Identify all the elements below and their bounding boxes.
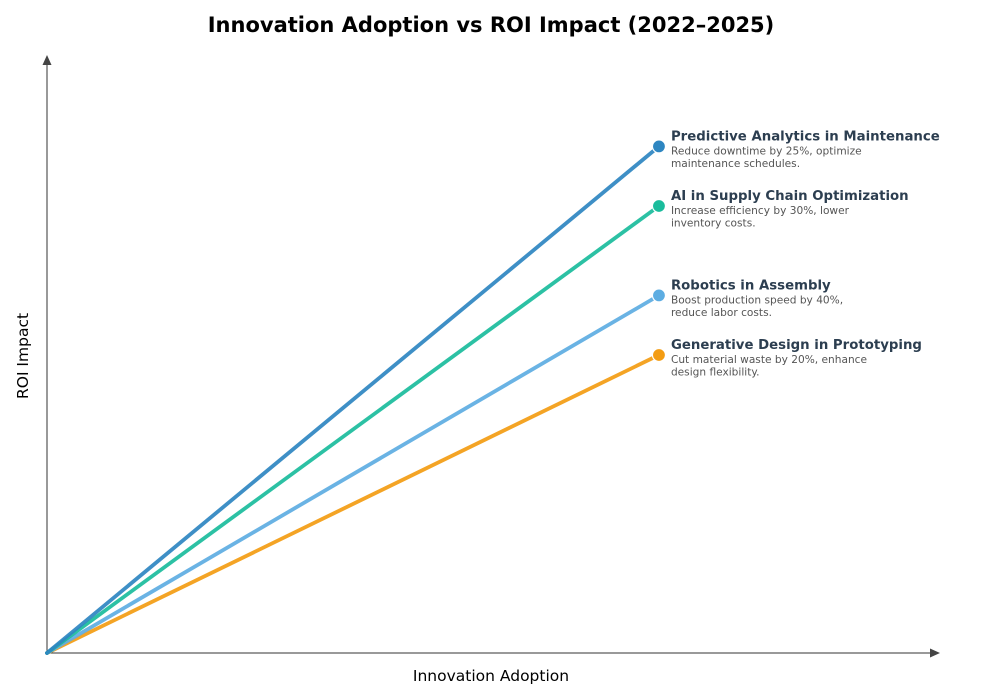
series-description: Increase efficiency by 30%, lower bbox=[671, 205, 850, 217]
series-description: Reduce downtime by 25%, optimize bbox=[671, 145, 862, 157]
series-endpoint bbox=[651, 347, 667, 363]
y-axis-arrow-icon bbox=[42, 55, 52, 65]
series-label: AI in Supply Chain Optimization bbox=[671, 189, 909, 204]
series-label: Robotics in Assembly bbox=[671, 278, 831, 293]
series-description: Boost production speed by 40%, bbox=[671, 294, 843, 306]
series-description: maintenance schedules. bbox=[671, 158, 800, 170]
series-description: inventory costs. bbox=[671, 218, 756, 230]
y-axis-label: ROI Impact bbox=[14, 313, 32, 399]
series-endpoint bbox=[651, 288, 667, 303]
chart-title: Innovation Adoption vs ROI Impact (2022–… bbox=[208, 13, 775, 37]
series-endpoint bbox=[651, 139, 667, 154]
series-endpoint bbox=[651, 198, 667, 214]
series-line bbox=[45, 293, 661, 655]
series-line bbox=[45, 353, 661, 655]
series-line bbox=[45, 204, 661, 655]
x-axis-arrow-icon bbox=[930, 648, 940, 658]
x-axis-label: Innovation Adoption bbox=[413, 667, 569, 685]
series-label: Predictive Analytics in Maintenance bbox=[671, 129, 940, 144]
series-line bbox=[45, 144, 661, 655]
series-description: design flexibility. bbox=[671, 367, 760, 379]
series-description: Cut material waste by 20%, enhance bbox=[671, 354, 867, 366]
axes bbox=[42, 55, 940, 658]
series-description: reduce labor costs. bbox=[671, 307, 772, 319]
series-label: Generative Design in Prototyping bbox=[671, 338, 922, 353]
